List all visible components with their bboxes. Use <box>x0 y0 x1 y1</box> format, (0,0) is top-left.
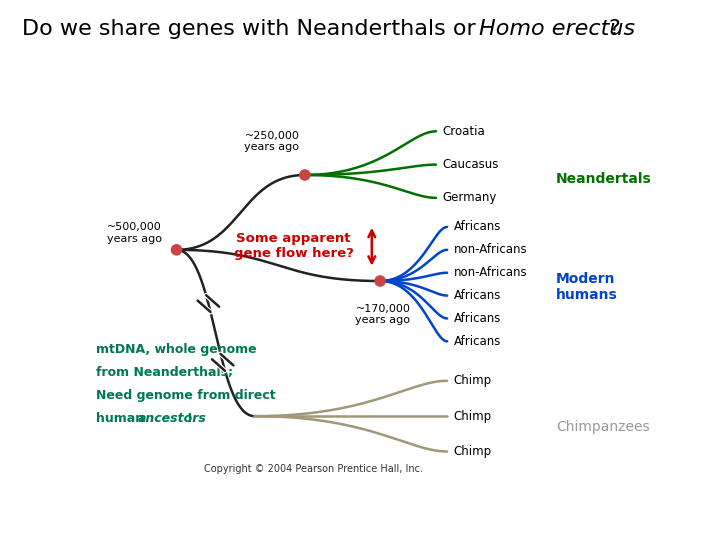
Text: Croatia: Croatia <box>443 125 485 138</box>
Text: Chimp: Chimp <box>454 374 492 387</box>
Text: Africans: Africans <box>454 289 501 302</box>
Point <box>374 276 386 285</box>
Text: non-Africans: non-Africans <box>454 244 528 256</box>
Text: ~170,000
years ago: ~170,000 years ago <box>356 304 410 326</box>
Text: Modern
humans: Modern humans <box>556 272 618 302</box>
Text: ancestors: ancestors <box>138 412 207 425</box>
Text: Chimp: Chimp <box>454 410 492 423</box>
Text: Neandertals: Neandertals <box>556 172 652 186</box>
Text: ~500,000
years ago: ~500,000 years ago <box>107 222 162 244</box>
Text: !: ! <box>186 412 192 425</box>
Text: Some apparent
gene flow here?: Some apparent gene flow here? <box>234 232 354 260</box>
Point <box>171 246 182 254</box>
Text: Chimpanzees: Chimpanzees <box>556 420 649 434</box>
Text: Africans: Africans <box>454 335 501 348</box>
Text: non-Africans: non-Africans <box>454 266 528 279</box>
Text: Homo erectus: Homo erectus <box>479 19 635 39</box>
Text: ?: ? <box>608 19 620 39</box>
Text: Copyright © 2004 Pearson Prentice Hall, Inc.: Copyright © 2004 Pearson Prentice Hall, … <box>204 464 423 474</box>
Text: ~250,000
years ago: ~250,000 years ago <box>244 131 300 152</box>
Point <box>299 171 310 179</box>
Text: from Neanderthals;: from Neanderthals; <box>96 366 233 379</box>
Text: Do we share genes with Neanderthals or: Do we share genes with Neanderthals or <box>22 19 482 39</box>
Text: Germany: Germany <box>443 191 497 204</box>
Text: Chimp: Chimp <box>454 445 492 458</box>
Text: Africans: Africans <box>454 312 501 325</box>
Text: Africans: Africans <box>454 220 501 233</box>
Text: human: human <box>96 412 148 425</box>
Text: Caucasus: Caucasus <box>443 158 499 171</box>
Text: mtDNA, whole genome: mtDNA, whole genome <box>96 343 256 356</box>
Text: Need genome from direct: Need genome from direct <box>96 389 275 402</box>
